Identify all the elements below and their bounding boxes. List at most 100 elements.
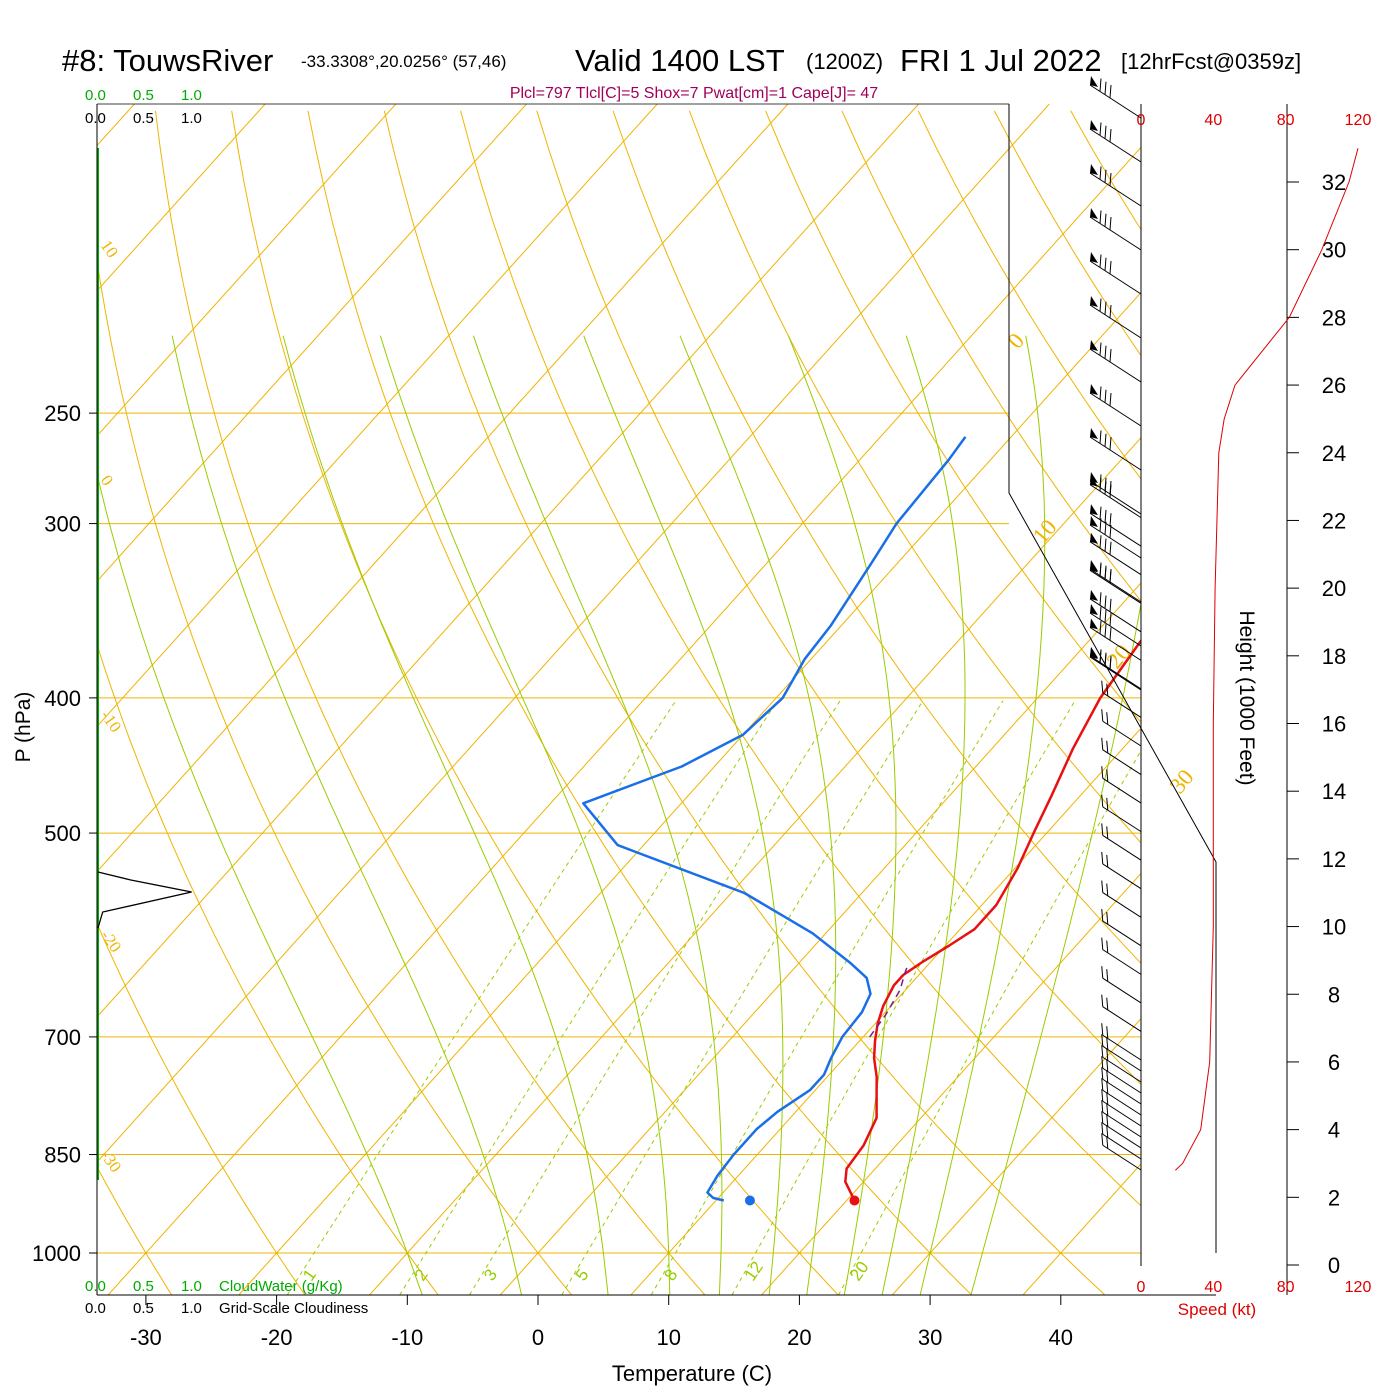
barb-flag (1101, 1056, 1104, 1069)
wind-barb (1101, 737, 1142, 775)
wind-barb (1101, 1056, 1142, 1094)
wind-barb (1089, 340, 1142, 383)
barb-flag (1101, 766, 1104, 779)
x-tick-label: -30 (130, 1325, 162, 1350)
barb-flag (1104, 169, 1107, 183)
height-tick-label: 22 (1322, 508, 1346, 533)
dry-adiabat-line (97, 1165, 173, 1295)
sounding-traces (582, 436, 1141, 1206)
barb-flag (1101, 1100, 1104, 1113)
dry-adiabat-line (1300, 111, 1400, 1295)
barb-pennant (1090, 532, 1098, 544)
barb-flag (1104, 301, 1107, 315)
cloudiness-profile (97, 871, 192, 929)
barb-staff (1102, 977, 1142, 1004)
cloudwater-scale-top: 0.0 0.5 1.0 0.0 0.5 1.0 (85, 87, 202, 127)
x-tick-label: 20 (787, 1325, 811, 1350)
moist-adiabat-line (282, 335, 609, 1295)
speed-tick-label-bottom: 40 (1204, 1279, 1222, 1296)
wind-barb (1101, 1133, 1142, 1171)
wind-barb (1089, 532, 1142, 576)
speed-tick-label-top: 0 (1137, 112, 1146, 129)
wind-barb (1101, 994, 1142, 1032)
barb-flag (1099, 592, 1102, 606)
wind-barb (1101, 937, 1142, 975)
station-title: #8: TouwsRiver (62, 43, 273, 78)
dry-adiabat-line (307, 110, 972, 1295)
wind-barb (1089, 589, 1142, 633)
mixing-ratio-line (650, 700, 1004, 1295)
barb-flag (1104, 653, 1107, 667)
height-profile-line (1175, 148, 1359, 1171)
scale-tick-label: 0.5 (133, 1300, 154, 1317)
isotherm-line (107, 146, 1141, 1295)
wind-barb (1101, 1067, 1142, 1105)
dewpoint-line (582, 436, 967, 1202)
p-tick-label: 700 (44, 1025, 81, 1050)
isotherm-label: 10 (1028, 515, 1062, 549)
barb-flag (1106, 1114, 1109, 1127)
wind-barb (1101, 709, 1142, 747)
plot-right-boundary (1008, 104, 1217, 1253)
p-tick-label: 400 (44, 686, 81, 711)
wind-barb (1089, 164, 1142, 207)
barb-staff (1089, 569, 1142, 604)
barb-flag (1099, 535, 1102, 549)
isotherm-line (97, 104, 397, 437)
barb-flag (1106, 1070, 1109, 1083)
barb-flag (1099, 254, 1102, 268)
barb-flag (1104, 81, 1107, 95)
forecast-date: FRI 1 Jul 2022 (900, 43, 1102, 78)
moist-adiabat-line (171, 335, 523, 1295)
barb-pennant (1090, 120, 1098, 131)
barb-pennant (1090, 208, 1098, 219)
barb-staff (1102, 1111, 1142, 1138)
barb-pennant (1090, 648, 1098, 659)
barb-staff (1102, 1144, 1142, 1171)
isotherm-label: -30 (97, 1146, 126, 1175)
x-tick-label: -20 (261, 1325, 293, 1350)
speed-tick-label-bottom: 80 (1277, 1279, 1295, 1296)
barb-staff (1089, 392, 1142, 427)
dry-adiabat-line (841, 110, 1141, 603)
height-tick-label: 16 (1322, 712, 1346, 737)
wind-barb (1089, 648, 1142, 691)
barb-staff (1102, 1056, 1142, 1083)
dry-adiabat-line (383, 110, 1106, 1295)
height-tick-label: 32 (1322, 170, 1346, 195)
height-tick-label: 30 (1322, 238, 1346, 263)
barb-flag (1109, 541, 1112, 555)
barb-staff (1089, 598, 1142, 633)
barb-pennant (1090, 428, 1098, 439)
wind-barb (1101, 766, 1142, 804)
height-tick-label: 14 (1322, 779, 1346, 804)
moist-adiabat-line (379, 335, 671, 1295)
barb-staff (1089, 84, 1142, 119)
barb-staff (1089, 512, 1142, 547)
barb-flag (1099, 122, 1102, 136)
barb-flag (1099, 166, 1102, 180)
scale-tick-label: 1.0 (181, 1300, 202, 1317)
barb-flag (1106, 1048, 1109, 1061)
barb-flag (1104, 213, 1107, 227)
barb-flag (1099, 518, 1102, 532)
barb-flag (1109, 524, 1112, 539)
barb-flag (1106, 883, 1109, 896)
barb-pennant (1090, 296, 1098, 307)
barb-pennant (1090, 252, 1098, 263)
wind-barb (1101, 823, 1142, 861)
barb-flag (1109, 216, 1112, 231)
barb-flag (1106, 1092, 1109, 1105)
barb-staff (1102, 720, 1142, 747)
wind-barb (1101, 1034, 1142, 1072)
isotherm-label: 0 (97, 471, 117, 489)
axes: -30 -20 -10 0 10 20 30 402503004005007008501000… (32, 112, 1371, 1350)
barb-flag (1099, 430, 1102, 444)
wind-barb (1101, 1089, 1142, 1127)
barb-flag (1101, 1067, 1104, 1080)
height-tick-label: 4 (1328, 1118, 1340, 1143)
barb-flag (1101, 823, 1104, 836)
barb-flag (1106, 912, 1109, 925)
barb-staff (1102, 1078, 1142, 1105)
height-tick-label: 8 (1328, 982, 1340, 1007)
